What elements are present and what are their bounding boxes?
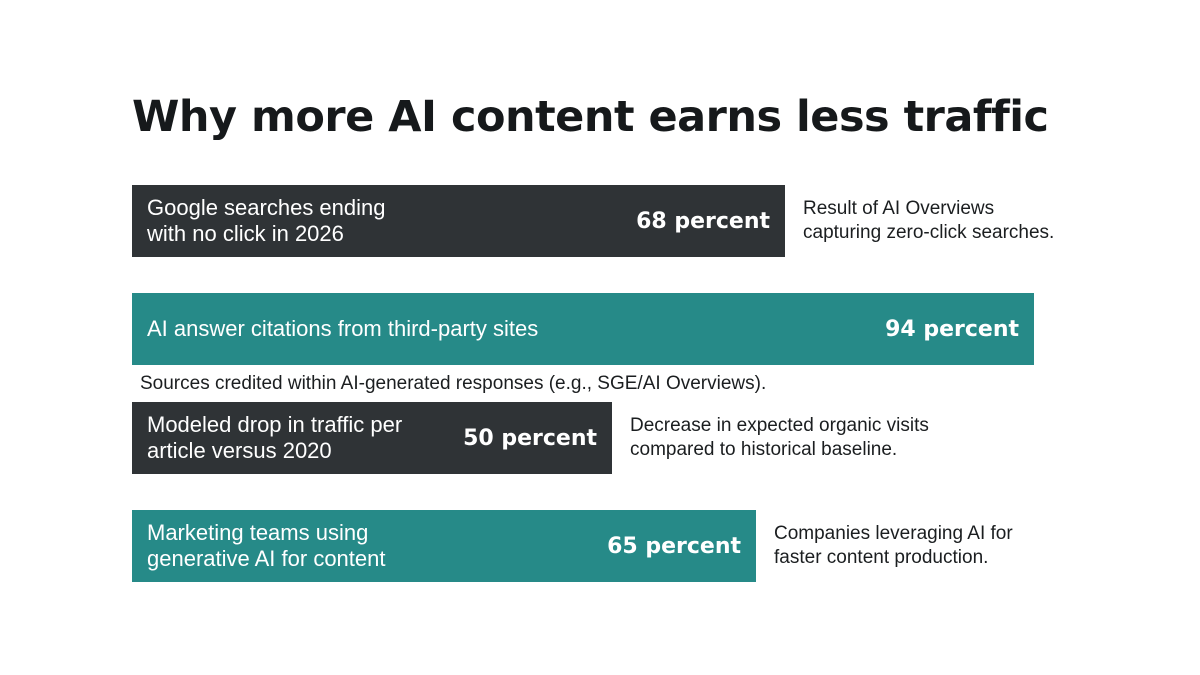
bar-value-label: 68 percent <box>636 208 770 234</box>
bar-label: Marketing teams using generative AI for … <box>147 520 386 571</box>
bar-annotation: Sources credited within AI-generated res… <box>140 373 767 394</box>
bar-annotation: Decrease in expected organic visits comp… <box>630 415 929 460</box>
bar-label: AI answer citations from third-party sit… <box>147 316 539 341</box>
bar-value-label: 94 percent <box>885 316 1019 342</box>
bar-value-label: 65 percent <box>607 533 741 559</box>
bar-annotation: Result of AI Overviews capturing zero-cl… <box>803 198 1055 243</box>
bar-value-label: 50 percent <box>463 425 597 451</box>
bar-label: Google searches ending with no click in … <box>147 195 386 246</box>
chart-title: Why more AI content earns less traffic <box>132 92 1049 142</box>
bar: Modeled drop in traffic per article vers… <box>132 402 612 474</box>
bar-label: Modeled drop in traffic per article vers… <box>147 412 403 463</box>
bar: AI answer citations from third-party sit… <box>132 293 1034 365</box>
bar: Google searches ending with no click in … <box>132 185 785 257</box>
bar-annotation: Companies leveraging AI for faster conte… <box>774 523 1013 568</box>
bar: Marketing teams using generative AI for … <box>132 510 756 582</box>
